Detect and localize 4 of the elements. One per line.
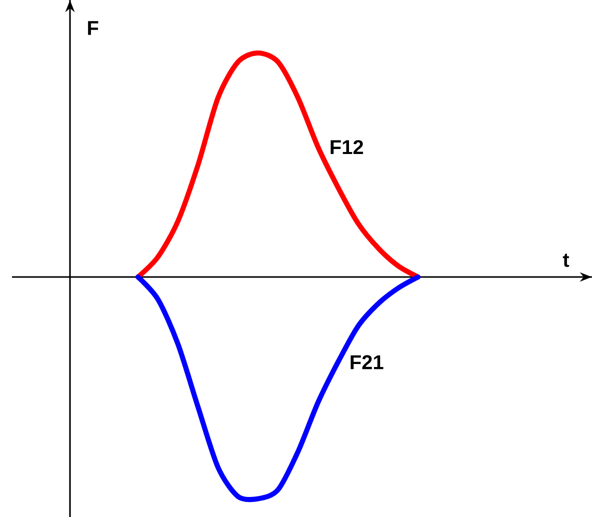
y-axis-title: F <box>88 21 98 35</box>
series-label: F12 <box>330 140 364 154</box>
series-label: F21 <box>350 355 384 370</box>
text: t <box>562 254 570 267</box>
